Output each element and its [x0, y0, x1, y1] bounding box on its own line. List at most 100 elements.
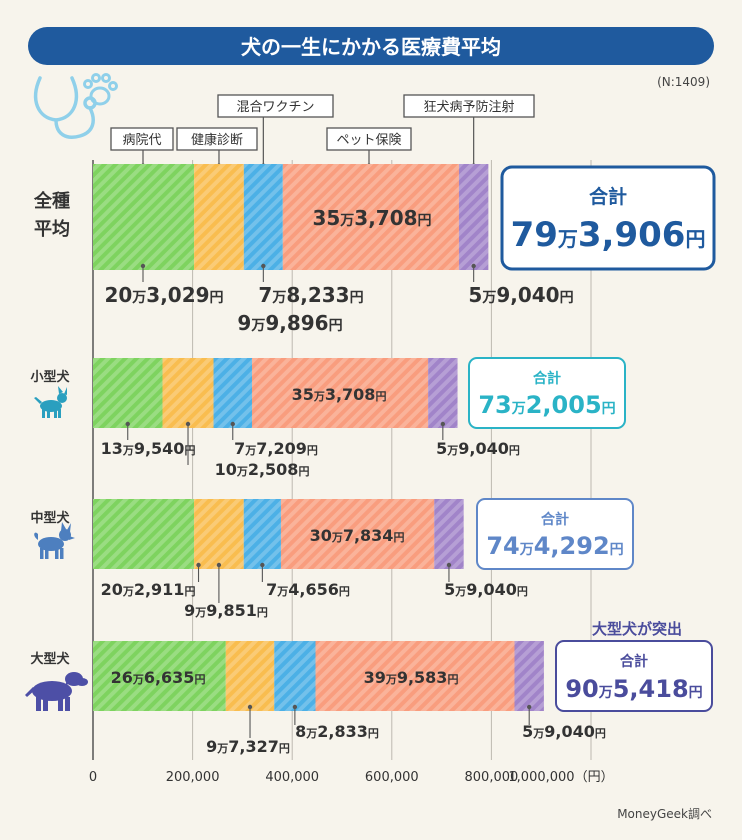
callout-box-rabies [403, 94, 535, 118]
total-box-large: 大型犬が突出 合計 90万5,418円 [555, 620, 713, 712]
value-leader-dot [185, 421, 191, 427]
total-value-medium: 74万4,292円 [486, 532, 623, 560]
bar-stripe-overlay [315, 641, 515, 711]
row-label-all-line1: 全種 [33, 190, 70, 212]
callout-box-hospital [110, 127, 174, 151]
callout-box-vaccine [217, 94, 334, 118]
x-tick-label: 800,000 [465, 770, 519, 785]
medium-dog-icon [34, 522, 75, 559]
value-leader-dot [230, 421, 235, 427]
total-label-large: 合計 [620, 653, 648, 670]
x-tick-label: 0 [89, 770, 97, 785]
value-leader-dot [261, 263, 266, 269]
large-dog-icon [25, 672, 88, 711]
bar-stripe-overlay [280, 499, 435, 569]
value-label-checkup: 9万9,896円 [237, 311, 342, 335]
bar-stripe-overlay [93, 164, 195, 270]
total-value-all: 79万3,906円 [511, 215, 706, 255]
value-leader-dot [260, 562, 265, 568]
bar-stripe-overlay [194, 164, 244, 270]
value-label-hospital: 26万6,635円 [111, 668, 206, 687]
bar-stripe-overlay [428, 358, 458, 428]
value-leader-dot [292, 704, 298, 710]
bar-stripe-overlay [243, 164, 283, 270]
value-label-hospital: 20万2,911円 [101, 580, 196, 599]
bar-stripe-overlay [458, 164, 489, 270]
value-label-vaccine: 7万8,233円 [258, 283, 363, 307]
value-label-rabies: 5万9,040円 [522, 722, 606, 741]
total-box-medium: 合計 74万4,292円 [476, 498, 634, 570]
paw-print-icon [83, 73, 118, 106]
value-label-insurance: 35万3,708円 [292, 385, 387, 404]
bar-stripe-overlay [194, 499, 244, 569]
value-leader-dot [526, 704, 532, 710]
total-label-all: 合計 [589, 185, 627, 208]
sample-note: (N:1409) [657, 75, 710, 89]
value-leader-dot [196, 562, 201, 568]
value-leader-dot [440, 421, 446, 427]
bar-stripe-overlay [243, 499, 281, 569]
bar-stripe-overlay [93, 499, 195, 569]
value-leader-dot [125, 421, 130, 427]
callout-label-insurance: ペット保険 [336, 133, 401, 148]
bar-stripe-overlay [93, 641, 226, 711]
value-label-vaccine: 8万2,833円 [295, 722, 379, 741]
total-label-medium: 合計 [541, 511, 569, 528]
value-leader-dot [446, 562, 452, 568]
total-box-small: 合計 73万2,005円 [468, 357, 626, 429]
bar-stripe-overlay [225, 641, 275, 711]
value-label-checkup: 9万7,327円 [206, 737, 290, 756]
chart-title: 犬の一生にかかる医療費平均 [241, 35, 501, 59]
value-label-checkup: 9万9,851円 [184, 601, 268, 620]
bar-stripe-overlay [514, 641, 544, 711]
x-tick-label: 400,000 [265, 770, 319, 785]
value-label-insurance: 39万9,583円 [364, 668, 459, 687]
value-leader-dot [216, 562, 222, 568]
value-label-hospital: 20万3,029円 [104, 283, 223, 307]
total-value-small: 73万2,005円 [478, 391, 615, 419]
value-label-insurance: 30万7,834円 [310, 526, 405, 545]
row-label-large: 大型犬 [30, 651, 70, 667]
bar-stripe-overlay [162, 358, 214, 428]
value-label-insurance: 35万3,708円 [312, 206, 431, 230]
row-label-all-line2: 平均 [34, 218, 70, 240]
x-tick-label: 200,000 [166, 770, 220, 785]
small-dog-icon [34, 386, 67, 418]
bar-stripe-overlay [434, 499, 464, 569]
value-label-checkup: 10万2,508円 [215, 460, 310, 479]
value-label-vaccine: 7万7,209円 [234, 439, 318, 458]
bar-stripe-overlay [213, 358, 252, 428]
total-value-large: 90万5,418円 [565, 675, 702, 703]
callout-label-hospital: 病院代 [122, 133, 161, 148]
value-label-hospital: 13万9,540円 [101, 439, 196, 458]
value-leader-dot [471, 263, 476, 269]
x-axis-ticks: 0 200,000 400,000 600,000 800,0001,000,000（円… [89, 770, 614, 785]
bar-stripe-overlay [282, 164, 459, 270]
total-label-small: 合計 [533, 370, 561, 387]
callout-box-checkup [176, 127, 258, 151]
segment-labels: 20万3,029円 7万8,233円 9万9,896円 35万3,708円 5万9,04… [101, 206, 606, 756]
callout-label-rabies: 狂犬病予防注射 [423, 99, 514, 115]
total-box-all: 合計 79万3,906円 [500, 165, 716, 271]
callout-label-vaccine: 混合ワクチン [236, 100, 314, 115]
source-note: MoneyGeek調べ [617, 807, 712, 821]
title-banner [28, 27, 714, 65]
value-leader-dot [140, 263, 146, 269]
row-label-small: 小型犬 [30, 369, 70, 385]
value-label-rabies: 5万9,040円 [436, 439, 520, 458]
value-leader-dot [247, 704, 253, 710]
bar-stripe-overlay [251, 358, 429, 428]
value-label-vaccine: 7万4,656円 [266, 580, 350, 599]
stacked-bars [93, 164, 544, 711]
highlight-note: 大型犬が突出 [592, 620, 682, 638]
bar-stripe-overlay [93, 358, 163, 428]
x-tick-label: 1,000,000（円） [508, 770, 613, 785]
value-label-rabies: 5万9,040円 [468, 283, 573, 307]
callout-label-checkup: 健康診断 [191, 132, 243, 148]
value-label-rabies: 5万9,040円 [444, 580, 528, 599]
bar-stripe-overlay [274, 641, 316, 711]
row-label-medium: 中型犬 [30, 510, 70, 526]
x-tick-label: 600,000 [365, 770, 419, 785]
